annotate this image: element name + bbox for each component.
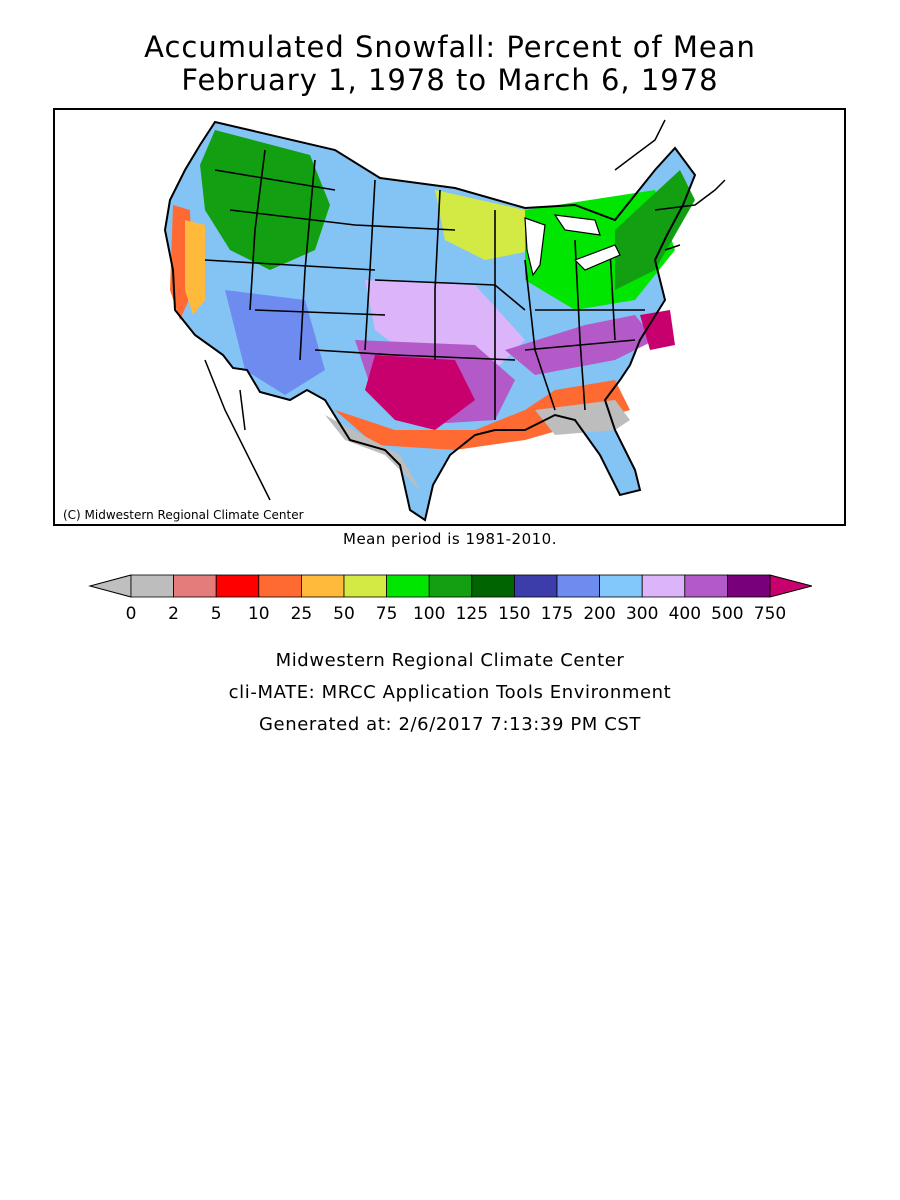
mean-period-note: Mean period is 1981-2010. xyxy=(343,530,557,548)
legend-swatch xyxy=(215,574,260,598)
legend-swatch xyxy=(258,574,302,598)
field-southwest-blue xyxy=(225,290,325,395)
legend-swatch xyxy=(556,574,600,598)
mexico-outline xyxy=(204,359,271,501)
footer-generated-at: Generated at: 2/6/2017 7:13:39 PM CST xyxy=(258,714,642,735)
canada-coast-outline xyxy=(614,119,726,251)
legend-swatch xyxy=(727,574,771,598)
field-gulf-orange xyxy=(335,380,630,450)
legend-tick-label: 100 xyxy=(413,604,445,624)
us-outline xyxy=(163,120,697,522)
legend-swatch xyxy=(513,574,558,598)
legend-tick-label: 25 xyxy=(291,604,313,624)
legend-swatch xyxy=(684,574,728,598)
legend-tick-label: 300 xyxy=(626,604,658,624)
snowfall-percent-map xyxy=(163,119,726,522)
footer-organization: Midwestern Regional Climate Center xyxy=(275,650,625,671)
legend-swatch xyxy=(471,574,515,598)
color-legend: 0 2 5 10 25 50 75 100 125 150 175 200 300 400 500 750 xyxy=(88,574,812,624)
legend-tick-label: 175 xyxy=(541,604,573,624)
field-northern-plains-lime xyxy=(435,190,535,260)
legend-swatch xyxy=(599,574,643,598)
legend-tick-label: 50 xyxy=(333,604,355,624)
copyright-notice: (C) Midwestern Regional Climate Center xyxy=(63,508,304,522)
legend-tick-label: 125 xyxy=(456,604,488,624)
field-pacific-coast-yellow xyxy=(185,220,205,315)
map-title: Accumulated Snowfall: Percent of Mean xyxy=(144,30,756,64)
map-date-range: February 1, 1978 to March 6, 1978 xyxy=(181,63,719,97)
field-northeast-darkgreen xyxy=(615,170,695,290)
legend-tick-label: 75 xyxy=(376,604,398,624)
legend-tick-label: 400 xyxy=(669,604,701,624)
state-borders xyxy=(204,149,645,420)
legend-below-arrow xyxy=(88,574,132,598)
legend-tick-label: 2 xyxy=(168,604,179,624)
map-panel: (C) Midwestern Regional Climate Center xyxy=(53,108,846,526)
field-oklahoma-magenta xyxy=(365,355,475,430)
legend-above-arrow xyxy=(769,574,812,598)
legend-swatch xyxy=(428,574,473,598)
legend-swatch xyxy=(386,574,430,598)
field-northwest-green xyxy=(200,130,330,270)
legend-tick-label: 200 xyxy=(583,604,615,624)
legend-swatch xyxy=(343,574,387,598)
legend-swatch xyxy=(173,574,217,598)
legend-tick-label: 10 xyxy=(248,604,270,624)
legend-swatch xyxy=(641,574,686,598)
legend-swatch xyxy=(130,574,174,598)
legend-tick-label: 150 xyxy=(498,604,530,624)
footer-application: cli-MATE: MRCC Application Tools Environ… xyxy=(228,682,672,703)
legend-tick-label: 500 xyxy=(711,604,743,624)
field-southeast-gray xyxy=(535,400,630,435)
field-carolina-magenta xyxy=(640,310,675,350)
legend-tick-label: 5 xyxy=(211,604,222,624)
legend-swatch xyxy=(300,574,345,598)
legend-tick-label: 0 xyxy=(126,604,137,624)
legend-tick-label: 750 xyxy=(754,604,786,624)
field-south-gray xyxy=(325,415,420,490)
great-lakes xyxy=(524,214,621,277)
